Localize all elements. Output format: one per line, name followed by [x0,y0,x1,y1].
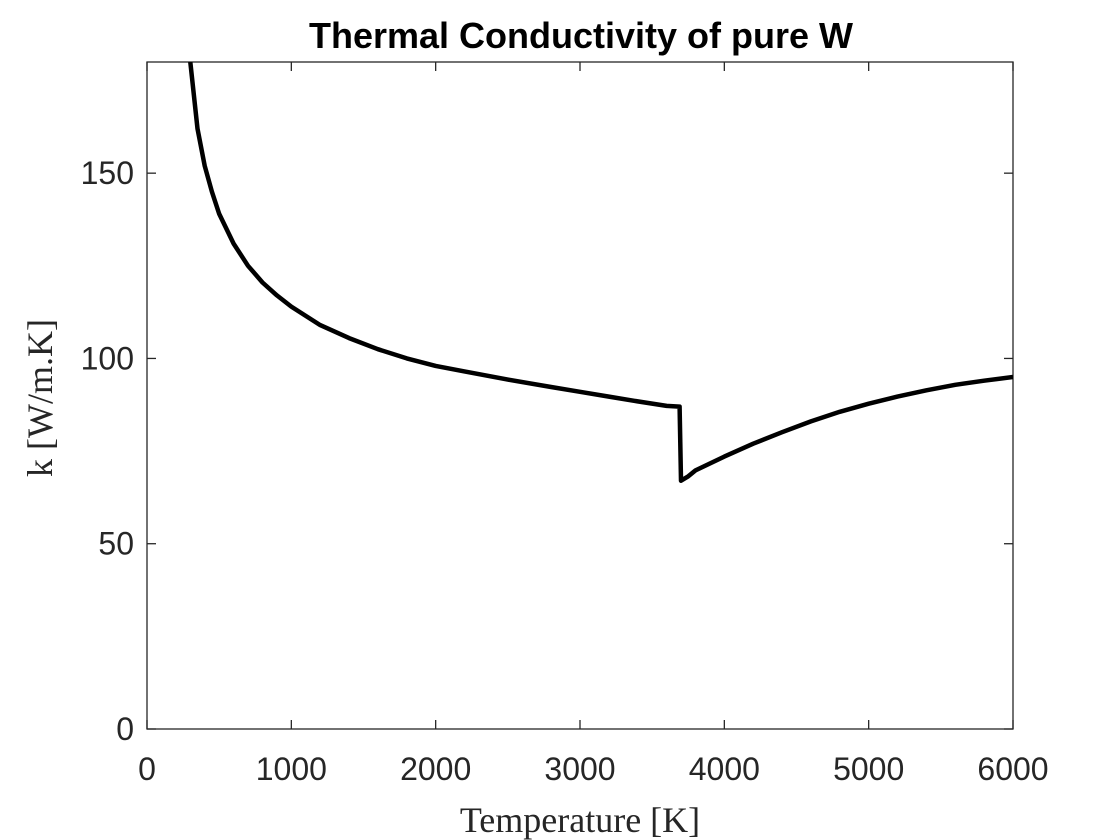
y-axis-label: k [W/m.K] [20,319,60,477]
x-tick-label: 3000 [544,751,615,787]
y-tick-label: 100 [81,340,134,376]
plot-area [146,61,1014,730]
x-axis: 0 1000 2000 3000 4000 5000 6000 [138,62,1049,787]
series-line [188,62,1013,483]
y-tick-label: 50 [98,526,134,562]
y-tick-label: 0 [116,711,134,747]
x-tick-label: 0 [138,751,156,787]
chart-title: Thermal Conductivity of pure W [309,15,853,56]
x-tick-label: 1000 [256,751,327,787]
x-tick-label: 6000 [977,751,1048,787]
x-axis-label: Temperature [K] [460,800,700,840]
x-tick-label: 2000 [400,751,471,787]
y-axis: 0 50 100 150 [81,155,1013,747]
axes-box [146,61,1014,730]
y-tick-label: 150 [81,155,134,191]
x-tick-label: 4000 [689,751,760,787]
x-tick-label: 5000 [833,751,904,787]
